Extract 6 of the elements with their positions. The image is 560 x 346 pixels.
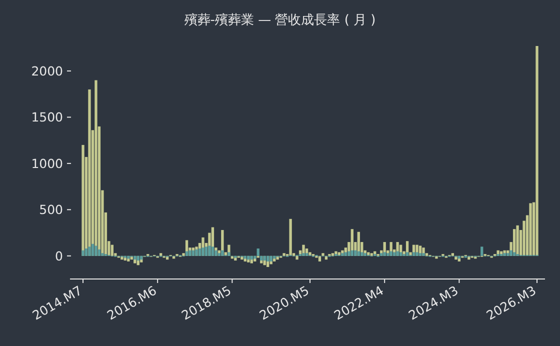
y-tick-label: 0	[55, 248, 64, 264]
y-tick-label: 1500	[31, 110, 64, 125]
y-tick-label: 500	[39, 202, 64, 218]
y-tick-label: 2000	[31, 63, 64, 78]
title: 殯葬-殯葬業 — 營收成長率 ( 月 )	[184, 13, 376, 28]
y-tick-label: 1000	[31, 156, 64, 171]
